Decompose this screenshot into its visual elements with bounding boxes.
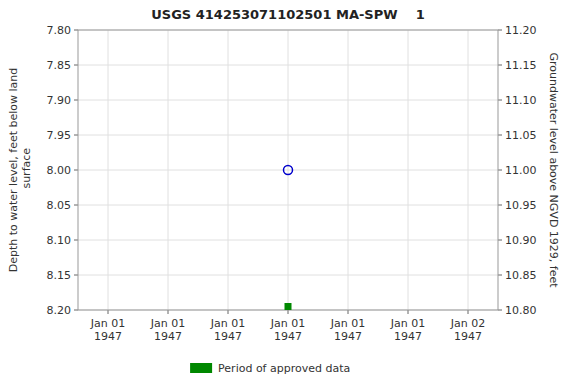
y2-tick-label: 11.10 <box>505 94 537 107</box>
x-tick-label: Jan 011947 <box>390 317 425 343</box>
y2-tick-label: 10.85 <box>505 269 537 282</box>
y-tick-label: 7.95 <box>47 129 72 142</box>
text-line: Jan 02 <box>450 317 485 330</box>
x-tick-label: Jan 011947 <box>210 317 245 343</box>
y-tick-label: 8.15 <box>47 269 72 282</box>
text-line: 1947 <box>214 330 242 343</box>
text-line: Jan 01 <box>150 317 185 330</box>
y-tick-label: 8.05 <box>47 199 72 212</box>
plot-frame <box>78 30 498 310</box>
y2-tick-label: 10.90 <box>505 234 537 247</box>
tick-mark <box>74 310 78 311</box>
text-line: Jan 01 <box>90 317 125 330</box>
text-line: Jan 01 <box>390 317 425 330</box>
tick-mark <box>498 275 502 276</box>
text-line: 1947 <box>94 330 122 343</box>
y2-tick-label: 11.05 <box>505 129 537 142</box>
text-line: 1947 <box>454 330 482 343</box>
tick-mark <box>498 240 502 241</box>
text-line: 1947 <box>154 330 182 343</box>
y-tick-label: 8.00 <box>47 164 72 177</box>
text-line: 1947 <box>274 330 302 343</box>
tick-mark <box>498 205 502 206</box>
grid-line <box>468 30 469 310</box>
x-tick-label: Jan 011947 <box>330 317 365 343</box>
tick-mark <box>74 205 78 206</box>
tick-mark <box>498 135 502 136</box>
text-line: Groundwater level above NGVD 1929, feet <box>547 52 560 288</box>
grid-line <box>348 30 349 310</box>
y-tick-label: 8.10 <box>47 234 72 247</box>
y-axis-label: Depth to water level, feet below land su… <box>7 68 33 273</box>
text-line: Jan 01 <box>210 317 245 330</box>
legend-label: Period of approved data <box>218 362 350 375</box>
tick-mark <box>498 30 502 31</box>
text-line: Jan 01 <box>270 317 305 330</box>
text-line: 1947 <box>334 330 362 343</box>
y2-tick-label: 10.95 <box>505 199 537 212</box>
y-tick-label: 7.80 <box>47 24 72 37</box>
grid-line <box>108 30 109 310</box>
tick-mark <box>74 170 78 171</box>
tick-mark <box>408 310 409 314</box>
grid-line <box>168 30 169 310</box>
y2-tick-label: 11.20 <box>505 24 537 37</box>
grid-line <box>288 30 289 310</box>
text-line: Jan 01 <box>330 317 365 330</box>
tick-mark <box>74 135 78 136</box>
tick-mark <box>348 310 349 314</box>
square-marker <box>285 303 292 310</box>
text-line: 1947 <box>394 330 422 343</box>
grid-line <box>408 30 409 310</box>
y-tick-label: 7.85 <box>47 59 72 72</box>
x-tick-label: Jan 021947 <box>450 317 485 343</box>
tick-mark <box>228 310 229 314</box>
tick-mark <box>108 310 109 314</box>
legend-swatch <box>190 363 212 373</box>
y-tick-label: 8.20 <box>47 304 72 317</box>
chart: 7.80 7.85 7.90 7.95 8.00 8.05 8.10 8.15 8.20 Jan … <box>0 0 576 384</box>
tick-mark <box>288 310 289 314</box>
tick-mark <box>498 310 502 311</box>
tick-mark <box>498 170 502 171</box>
tick-mark <box>168 310 169 314</box>
y2-tick-label: 10.80 <box>505 304 537 317</box>
title: USGS 414253071102501 MA-SPW 1 <box>151 7 424 22</box>
x-tick-label: Jan 011947 <box>150 317 185 343</box>
tick-mark <box>74 100 78 101</box>
grid <box>78 30 498 310</box>
x-tick-label: Jan 011947 <box>90 317 125 343</box>
legend: Period of approved data <box>190 362 350 375</box>
y2-tick-label: 11.00 <box>505 164 537 177</box>
grid-line <box>228 30 229 310</box>
marks <box>284 166 293 311</box>
tick-mark <box>468 310 469 314</box>
tick-mark <box>74 240 78 241</box>
tick-mark <box>74 275 78 276</box>
y2-tick-label: 11.15 <box>505 59 537 72</box>
open-circle-marker <box>284 166 293 175</box>
text-line: surface <box>20 148 33 192</box>
tick-mark <box>498 65 502 66</box>
text-line: Depth to water level, feet below land <box>7 68 20 273</box>
tick-mark <box>74 65 78 66</box>
y-tick-label: 7.90 <box>47 94 72 107</box>
x-tick-label: Jan 011947 <box>270 317 305 343</box>
tick-mark <box>74 30 78 31</box>
tick-mark <box>498 100 502 101</box>
y2-axis-label: Groundwater level above NGVD 1929, feet <box>547 52 560 288</box>
